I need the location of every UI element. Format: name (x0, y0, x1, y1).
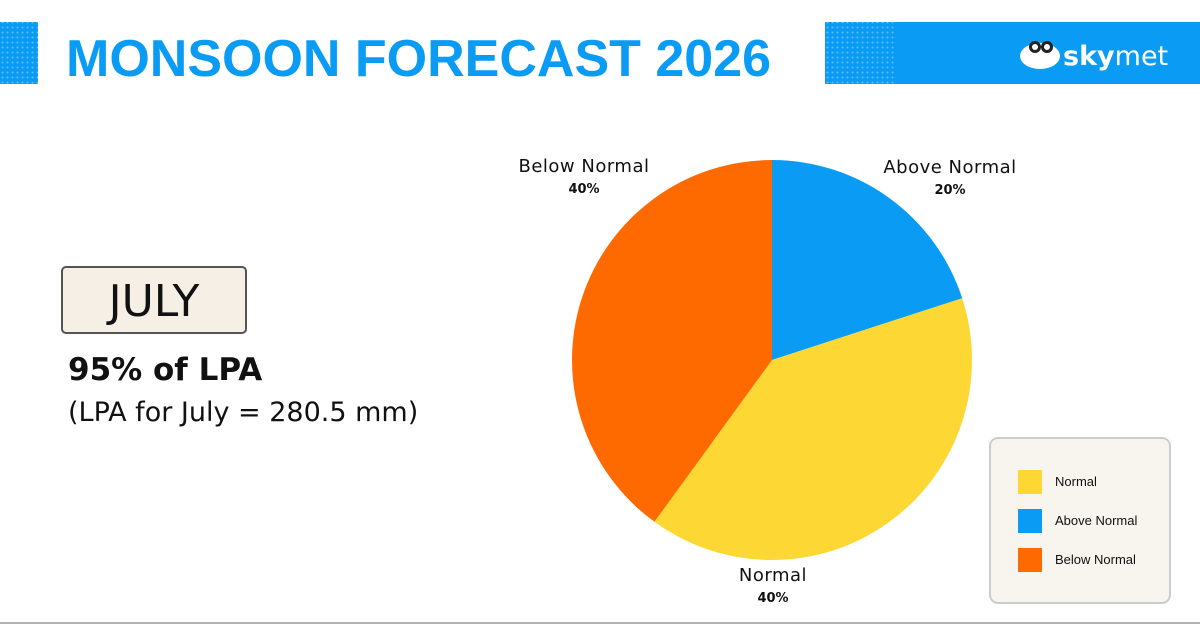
slice-label: Normal (739, 565, 807, 586)
pie-slice (572, 160, 772, 522)
slice-label: Below Normal (518, 156, 649, 177)
forecast: 95% of LPA (68, 352, 262, 388)
legend-label: Normal (1055, 474, 1097, 489)
logo-met: met (1115, 41, 1169, 72)
slice-value-label: 40% (757, 591, 788, 606)
pie-slice (654, 298, 973, 561)
page-title: MONSOON FORECAST 2026 (66, 30, 771, 88)
logo-text: skymet (1063, 41, 1168, 72)
legend-label: Above Normal (1055, 513, 1137, 528)
month: JULY (106, 276, 200, 327)
header-accent (0, 22, 38, 84)
note: (LPA for July = 280.5 mm) (68, 397, 418, 428)
slice-value-label: 20% (934, 183, 965, 198)
pie-slice (772, 160, 963, 360)
legend-swatch (1018, 509, 1042, 533)
slice-label: Above Normal (883, 157, 1016, 178)
logo-icon (1020, 41, 1060, 69)
slice-value-label: 40% (568, 182, 599, 197)
header-bar-pattern (825, 22, 895, 84)
logo-sky: sky (1063, 41, 1115, 72)
legend-swatch (1018, 470, 1042, 494)
legend-label: Below Normal (1055, 552, 1136, 567)
legend-swatch (1018, 548, 1042, 572)
month-box (61, 266, 247, 334)
